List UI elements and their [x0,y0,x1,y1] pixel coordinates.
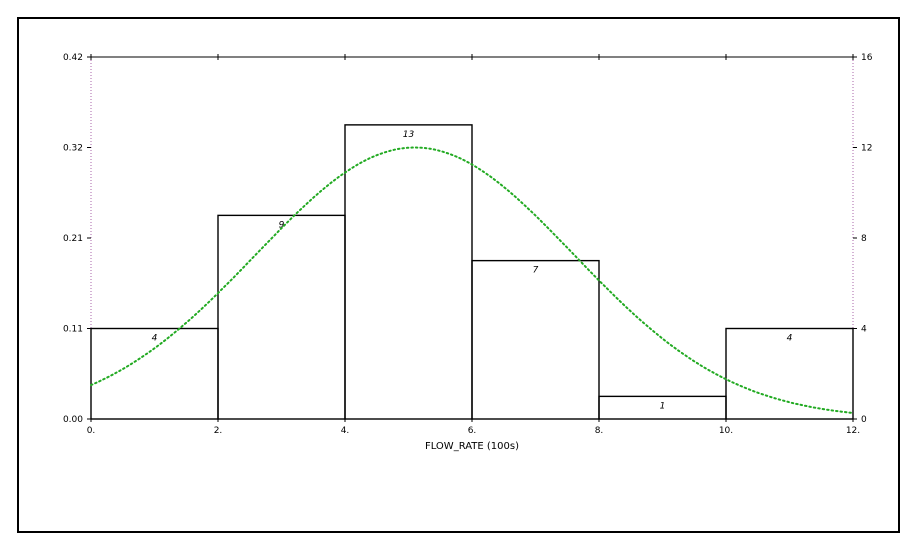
left-y-tick-label: 0.21 [63,234,83,244]
bar-count-label: 1 [660,401,666,411]
left-y-tick-label: 0.11 [63,325,83,335]
normal-curve [90,146,854,414]
x-tick-label: 12. [846,426,860,436]
right-y-tick-label: 8 [861,234,867,244]
x-tick-label: 10. [719,426,733,436]
bar-count-label: 13 [403,130,415,140]
x-tick-label: 6. [468,426,477,436]
left-y-tick-label: 0.00 [63,415,83,425]
bar-count-label: 4 [787,334,793,344]
histogram-bar [344,124,473,420]
bar-count-label: 9 [279,220,285,230]
histogram-chart: 0. 2. 4. 6. 8. 10. 12. 0.00 0.11 0.21 0.32 0.42 0 4 8 1… [63,53,873,452]
histogram-bar [725,327,854,420]
right-y-tick-label: 16 [861,53,873,63]
left-y-tick-label: 0.32 [63,144,83,154]
right-y-tick-label: 12 [861,144,872,154]
x-tick-label: 4. [341,426,350,436]
left-y-tick-label: 0.42 [63,53,83,63]
right-y-tick-label: 0 [861,415,867,425]
bar-count-label: 4 [152,334,158,344]
right-y-tick-label: 4 [861,325,867,335]
x-tick-label: 0. [87,426,96,436]
x-tick-label: 2. [214,426,223,436]
bar-count-label: 7 [533,266,539,276]
histogram-bar [217,214,346,420]
chart-frame: 0. 2. 4. 6. 8. 10. 12. 0.00 0.11 0.21 0.32 0.42 0 4 8 1… [17,17,900,533]
x-tick-label: 8. [595,426,604,436]
histogram-bar [471,259,600,420]
x-axis-title: FLOW_RATE (100s) [425,441,519,452]
